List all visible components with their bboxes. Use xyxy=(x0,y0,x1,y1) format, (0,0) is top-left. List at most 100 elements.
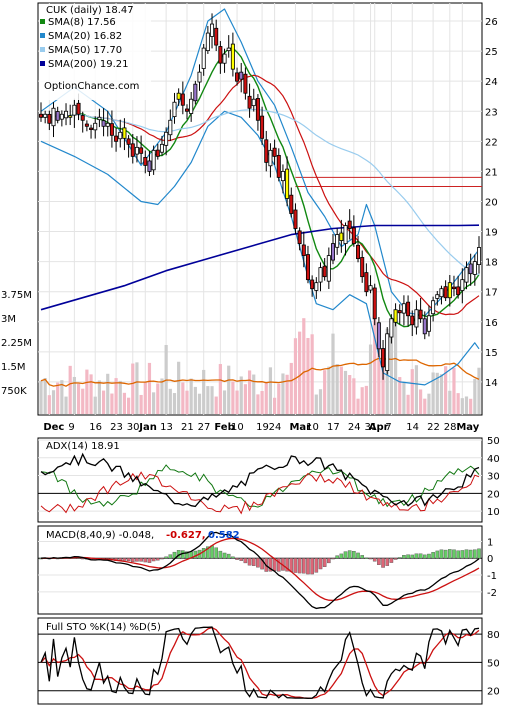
macd-histogram-bar xyxy=(143,558,148,563)
price-tick-label: 18 xyxy=(485,258,498,269)
volume-bar xyxy=(202,369,206,414)
candle-body xyxy=(343,225,348,244)
volume-bar xyxy=(56,382,60,414)
candle-body xyxy=(435,294,440,299)
macd-histogram-bar xyxy=(377,558,381,565)
macd-histogram-bar xyxy=(276,558,281,572)
volume-bar xyxy=(277,383,281,414)
volume-bar xyxy=(97,380,101,414)
date-tick-label: 14 xyxy=(406,422,419,433)
macd-histogram-bar xyxy=(418,553,423,559)
volume-bar xyxy=(327,366,331,414)
adx-tick-label: 50 xyxy=(487,436,500,447)
candle-body xyxy=(418,309,423,320)
date-tick-label: May xyxy=(456,422,479,433)
candle-body xyxy=(214,27,219,46)
volume-bar xyxy=(76,383,81,414)
candle-body xyxy=(318,267,323,283)
candle-body xyxy=(335,234,340,248)
macd-histogram-bar xyxy=(214,547,219,559)
macd-histogram-bar xyxy=(130,558,135,562)
date-tick-label: 30 xyxy=(127,422,140,433)
volume-bar xyxy=(439,374,444,414)
price-tick-label: 26 xyxy=(485,17,498,28)
macd-histogram-bar xyxy=(389,558,394,563)
volume-bar xyxy=(452,367,456,414)
candle-body xyxy=(151,149,156,171)
macd-histogram-bar xyxy=(80,558,85,560)
volume-bar xyxy=(414,365,419,414)
volume-bar xyxy=(51,390,56,414)
candle-body xyxy=(47,113,52,124)
candle-body xyxy=(297,230,302,244)
volume-bar xyxy=(444,366,448,414)
macd-histogram-bar xyxy=(260,558,264,570)
date-tick-label: 16 xyxy=(89,422,102,433)
macd-histogram-bar xyxy=(460,550,465,559)
macd-title-val2: 0.582 xyxy=(208,530,240,541)
sto-d-line xyxy=(40,626,480,699)
volume-bar xyxy=(85,369,89,414)
minus-di-line xyxy=(40,471,480,515)
candle-body xyxy=(397,310,402,314)
volume-bar xyxy=(235,390,239,414)
volume-bar xyxy=(464,396,469,414)
macd-histogram-bar xyxy=(414,553,419,559)
volume-bar xyxy=(373,314,377,414)
date-tick-label: 27 xyxy=(198,422,211,433)
date-tick-label: Mar xyxy=(289,422,311,433)
macd-histogram-bar xyxy=(435,550,440,559)
volume-bar xyxy=(256,394,260,414)
adx-tick-label: 10 xyxy=(487,507,500,518)
volume-bar xyxy=(39,380,43,414)
macd-tick-label: 1 xyxy=(487,537,493,548)
legend-swatch xyxy=(40,33,45,38)
macd-histogram-bar xyxy=(201,548,206,559)
volume-bar xyxy=(131,363,135,414)
volume-average-line xyxy=(40,357,480,387)
volume-bars xyxy=(39,314,481,414)
volume-bar xyxy=(393,319,398,414)
macd-histogram-bar xyxy=(335,555,339,559)
volume-bar xyxy=(406,394,410,414)
candle-body xyxy=(164,131,169,146)
volume-bar xyxy=(252,374,256,414)
volume-bar xyxy=(156,383,160,414)
date-tick-label: 13 xyxy=(160,422,173,433)
price-tick-label: 23 xyxy=(485,107,498,118)
macd-histogram-bar xyxy=(251,558,256,566)
volume-bar xyxy=(210,386,214,414)
date-tick-label: 17 xyxy=(327,422,340,433)
volume-bar xyxy=(43,378,47,414)
date-tick-label: 9 xyxy=(68,422,74,433)
price-tick-label: 21 xyxy=(485,167,498,178)
candle-body xyxy=(251,98,256,107)
candle-body xyxy=(264,139,269,163)
candle-body xyxy=(55,111,60,121)
candle-body xyxy=(381,348,386,368)
candle-body xyxy=(64,110,69,119)
legend: SMA(8) 17.56 SMA(20) 16.82 SMA(50) 17.70 SM… xyxy=(40,17,129,70)
date-tick-label: 31 xyxy=(365,422,378,433)
macd-histogram-bar xyxy=(427,553,431,559)
volume-bar xyxy=(298,331,302,414)
volume-bar xyxy=(135,362,139,414)
volume-bar xyxy=(106,373,110,414)
price-tick-label: 20 xyxy=(485,197,498,208)
volume-bar xyxy=(356,398,360,414)
volume-bar xyxy=(419,389,423,414)
macd-histogram-bar xyxy=(293,558,298,573)
candle-body xyxy=(431,300,436,315)
candle-body xyxy=(159,143,164,153)
candle-body xyxy=(134,146,139,155)
macd-histogram-bar xyxy=(322,558,327,567)
macd-histogram-bar xyxy=(448,549,452,559)
adx-tick-label: 40 xyxy=(487,454,500,465)
macd-histogram-bar xyxy=(343,551,348,559)
macd-histogram-bar xyxy=(402,555,406,559)
price-tick-label: 17 xyxy=(485,288,498,299)
volume-bar xyxy=(147,362,152,414)
macd-histogram-bar xyxy=(256,558,260,568)
candle-body xyxy=(451,286,456,290)
